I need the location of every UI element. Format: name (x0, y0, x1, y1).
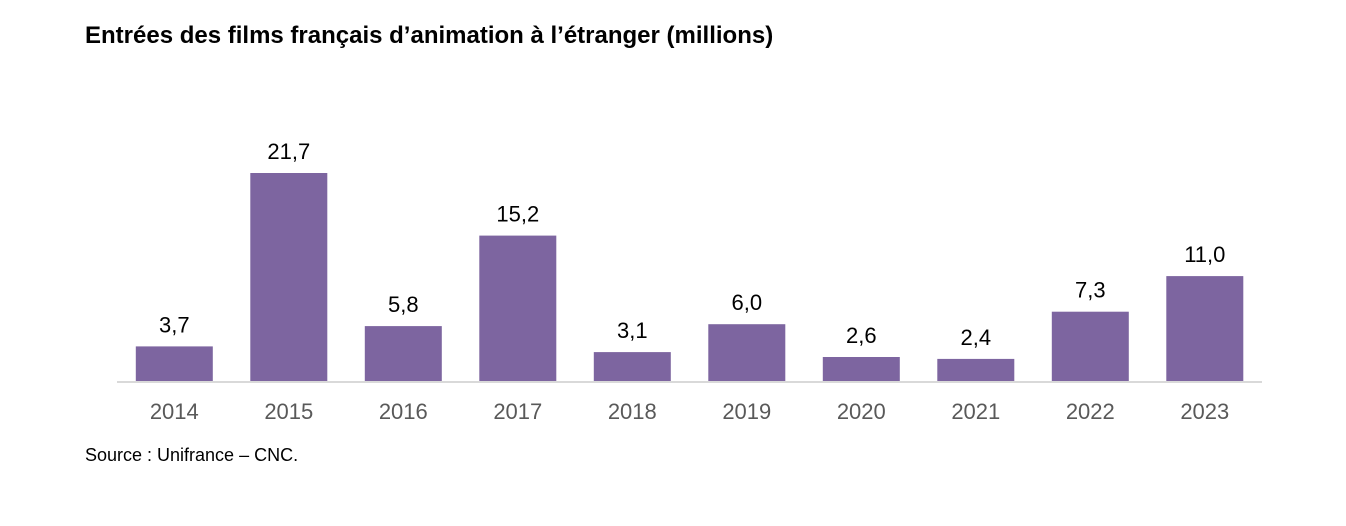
tick-label-2019: 2019 (722, 399, 771, 424)
value-label-2014: 3,7 (159, 312, 190, 337)
value-label-2016: 5,8 (388, 292, 419, 317)
source-note: Source : Unifrance – CNC. (85, 445, 299, 465)
bar-2015 (250, 173, 328, 382)
bars-group (135, 173, 1244, 382)
tick-label-2022: 2022 (1066, 399, 1115, 424)
bar-2022 (1051, 311, 1129, 382)
tick-label-2016: 2016 (379, 399, 428, 424)
bar-2019 (708, 324, 786, 382)
value-label-2022: 7,3 (1075, 278, 1106, 303)
tick-label-2023: 2023 (1180, 399, 1229, 424)
tick-label-2018: 2018 (608, 399, 657, 424)
tick-label-2020: 2020 (837, 399, 886, 424)
chart-title: Entrées des films français d’animation à… (85, 22, 774, 49)
tick-labels-group: 2014 2015 2016 2017 2018 2019 2020 2021 2022 2023 (150, 399, 1229, 424)
tick-label-2014: 2014 (150, 399, 199, 424)
bar-2014 (135, 346, 213, 382)
value-label-2015: 21,7 (267, 139, 310, 164)
value-label-2018: 3,1 (617, 318, 648, 343)
tick-label-2017: 2017 (493, 399, 542, 424)
value-labels-group: 3,7 21,7 5,8 15,2 3,1 6,0 2,6 2,4 7,3 11,0 (159, 139, 1225, 350)
tick-label-2015: 2015 (264, 399, 313, 424)
bar-2016 (364, 326, 442, 382)
bar-2023 (1166, 276, 1244, 382)
bar-2017 (479, 235, 557, 382)
bar-2020 (822, 357, 900, 382)
value-label-2019: 6,0 (732, 290, 763, 315)
value-label-2023: 11,0 (1184, 242, 1225, 267)
value-label-2020: 2,6 (846, 323, 877, 348)
tick-label-2021: 2021 (951, 399, 1000, 424)
value-label-2021: 2,4 (961, 325, 992, 350)
bar-2018 (593, 352, 671, 382)
bar-chart: 3,721,75,815,23,16,02,6 2,47,311,0 2014 20… (117, 139, 1262, 424)
bar-2021 (937, 358, 1015, 382)
value-label-2017: 15,2 (496, 202, 539, 227)
